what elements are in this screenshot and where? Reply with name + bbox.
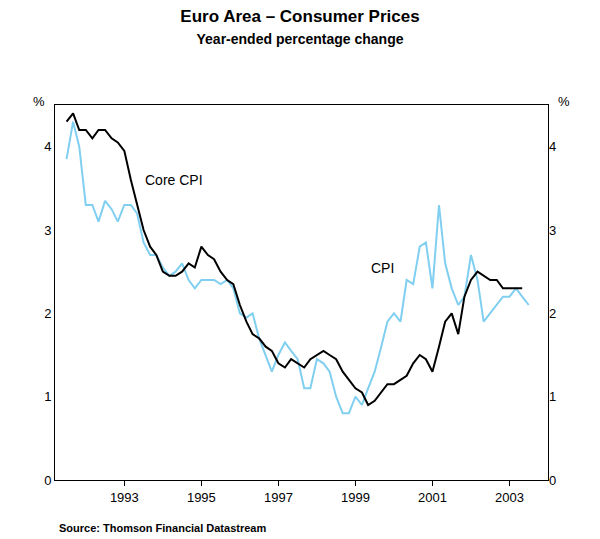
- svg-text:0: 0: [44, 473, 51, 488]
- svg-text:1999: 1999: [341, 490, 370, 505]
- svg-text:4: 4: [549, 139, 556, 154]
- svg-text:3: 3: [44, 223, 51, 238]
- svg-text:1995: 1995: [187, 490, 216, 505]
- svg-text:3: 3: [549, 223, 556, 238]
- svg-text:Euro Area – Consumer PricesYea: Euro Area – Consumer PricesYear-ended pe…: [180, 7, 419, 47]
- svg-text:CPI: CPI: [371, 260, 394, 276]
- svg-text:0: 0: [549, 473, 556, 488]
- svg-text:2: 2: [44, 306, 51, 321]
- svg-text:%: %: [33, 94, 45, 109]
- svg-text:%: %: [558, 94, 570, 109]
- svg-text:1: 1: [549, 389, 556, 404]
- svg-text:2: 2: [549, 306, 556, 321]
- svg-text:Source: Thomson Financial Data: Source: Thomson Financial Datastream: [59, 522, 266, 534]
- svg-text:2001: 2001: [418, 490, 447, 505]
- svg-text:Core CPI: Core CPI: [145, 172, 203, 188]
- svg-text:1: 1: [44, 389, 51, 404]
- svg-text:4: 4: [44, 139, 51, 154]
- svg-text:1993: 1993: [110, 490, 139, 505]
- svg-text:2003: 2003: [495, 490, 524, 505]
- svg-text:1997: 1997: [264, 490, 293, 505]
